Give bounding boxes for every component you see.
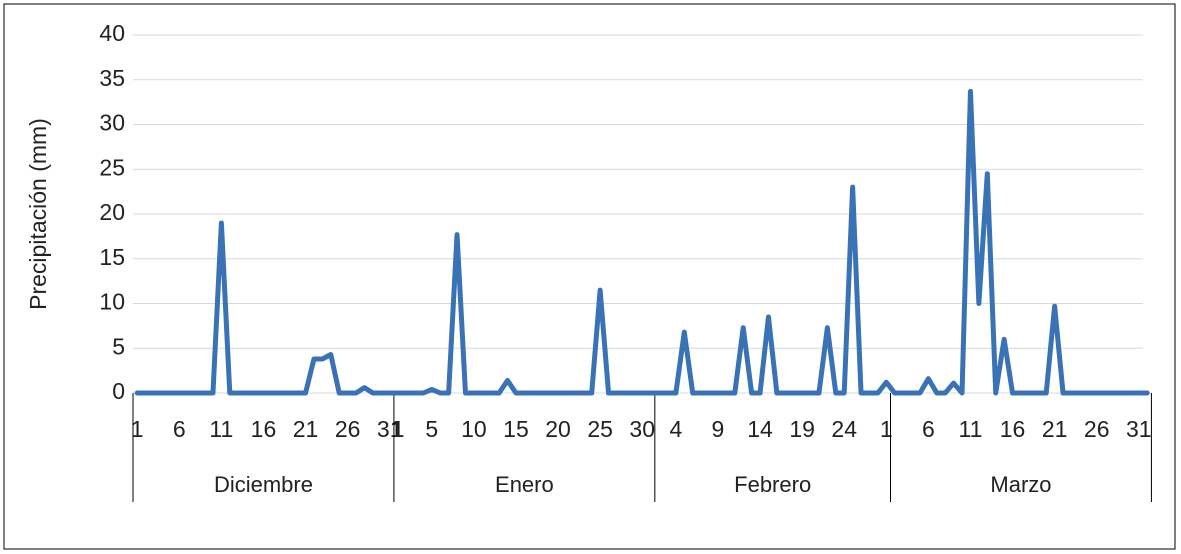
x-tick-label: 1 [131, 416, 144, 442]
x-tick-label: 4 [669, 416, 682, 442]
x-tick-label: 1 [880, 416, 893, 442]
y-tick-label: 35 [99, 65, 125, 91]
group-label: Enero [495, 472, 554, 497]
x-tick-label: 21 [293, 416, 319, 442]
chart-border [3, 3, 1176, 550]
x-tick-label: 25 [587, 416, 613, 442]
x-tick-label: 5 [425, 416, 438, 442]
x-tick-label: 19 [789, 416, 815, 442]
x-tick-label: 21 [1042, 416, 1068, 442]
x-tick-label: 31 [1126, 416, 1152, 442]
x-tick-label: 11 [959, 416, 983, 442]
x-tick-label: 9 [712, 416, 725, 442]
group-label: Diciembre [214, 472, 313, 497]
x-tick-label: 6 [922, 416, 935, 442]
y-axis-label: Precipitación (mm) [25, 118, 51, 310]
y-tick-label: 5 [112, 333, 125, 359]
y-tick-label: 20 [99, 199, 125, 225]
y-tick-label: 0 [112, 378, 125, 404]
x-tick-label: 20 [545, 416, 571, 442]
group-label: Febrero [734, 472, 811, 497]
x-tick-label: 15 [503, 416, 529, 442]
y-tick-label: 15 [99, 244, 125, 270]
x-tick-label: 24 [831, 416, 857, 442]
x-tick-label: 1 [392, 416, 405, 442]
x-tick-label: 6 [173, 416, 186, 442]
x-tick-label: 16 [251, 416, 277, 442]
x-tick-label: 26 [1084, 416, 1110, 442]
group-label: Marzo [990, 472, 1051, 497]
x-tick-label: 10 [461, 416, 487, 442]
x-tick-label: 26 [335, 416, 361, 442]
x-tick-label: 14 [747, 416, 773, 442]
x-tick-label: 11 [209, 416, 233, 442]
y-tick-label: 10 [99, 289, 125, 315]
x-tick-label: 16 [1000, 416, 1026, 442]
y-tick-label: 30 [99, 110, 125, 136]
data-line [134, 88, 1150, 396]
x-tick-label: 31 [377, 416, 403, 442]
y-tick-label: 25 [99, 154, 125, 180]
x-tick-label: 30 [629, 416, 655, 442]
y-tick-label: 40 [99, 20, 125, 46]
